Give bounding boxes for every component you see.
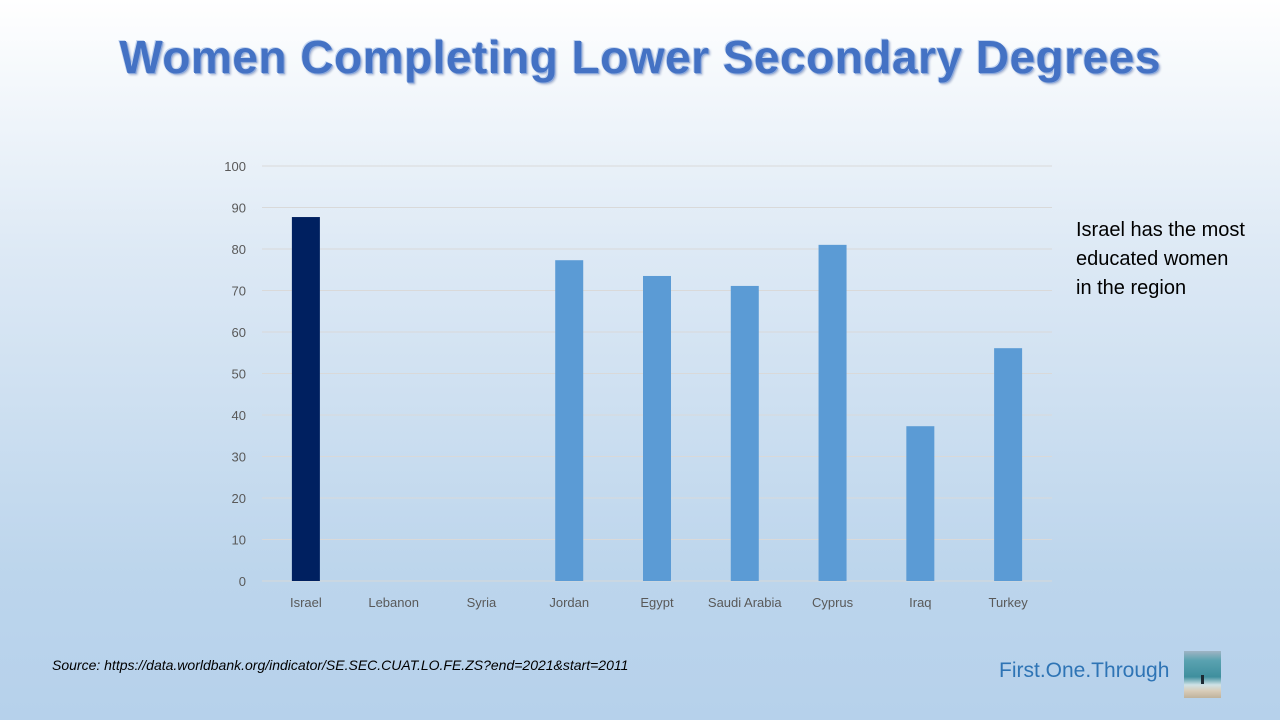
bar-saudi-arabia (730, 285, 759, 581)
y-tick-label: 0 (239, 574, 246, 589)
x-tick-label: Syria (467, 595, 497, 610)
bar-israel (291, 217, 320, 582)
x-tick-label: Saudi Arabia (708, 595, 782, 610)
bar-cyprus (818, 244, 847, 581)
y-tick-label: 90 (232, 201, 246, 216)
x-tick-label: Lebanon (368, 595, 419, 610)
x-tick-label: Egypt (640, 595, 674, 610)
y-tick-label: 60 (232, 325, 246, 340)
y-tick-label: 100 (224, 159, 246, 174)
x-tick-label: Israel (290, 595, 322, 610)
y-tick-label: 80 (232, 242, 246, 257)
beach-photo-thumbnail (1184, 651, 1221, 698)
bar-turkey (994, 348, 1023, 581)
y-tick-label: 30 (232, 450, 246, 465)
y-tick-label: 10 (232, 533, 246, 548)
x-tick-label: Iraq (909, 595, 931, 610)
y-tick-label: 40 (232, 408, 246, 423)
slide-title: Women Completing Lower Secondary Degrees (119, 31, 1161, 83)
bar-egypt (643, 275, 671, 581)
bar-iraq (906, 426, 935, 581)
x-tick-label: Cyprus (812, 595, 854, 610)
x-tick-label: Turkey (988, 595, 1028, 610)
brand-name: First.One.Through (999, 659, 1170, 682)
x-tick-label: Jordan (549, 595, 589, 610)
source-citation: Source: https://data.worldbank.org/indic… (52, 657, 629, 673)
y-tick-label: 70 (232, 284, 246, 299)
annotation-text: Israel has the most educated women in th… (1076, 219, 1245, 299)
y-tick-label: 50 (232, 367, 246, 382)
y-tick-label: 20 (232, 491, 246, 506)
bar-jordan (555, 260, 584, 581)
